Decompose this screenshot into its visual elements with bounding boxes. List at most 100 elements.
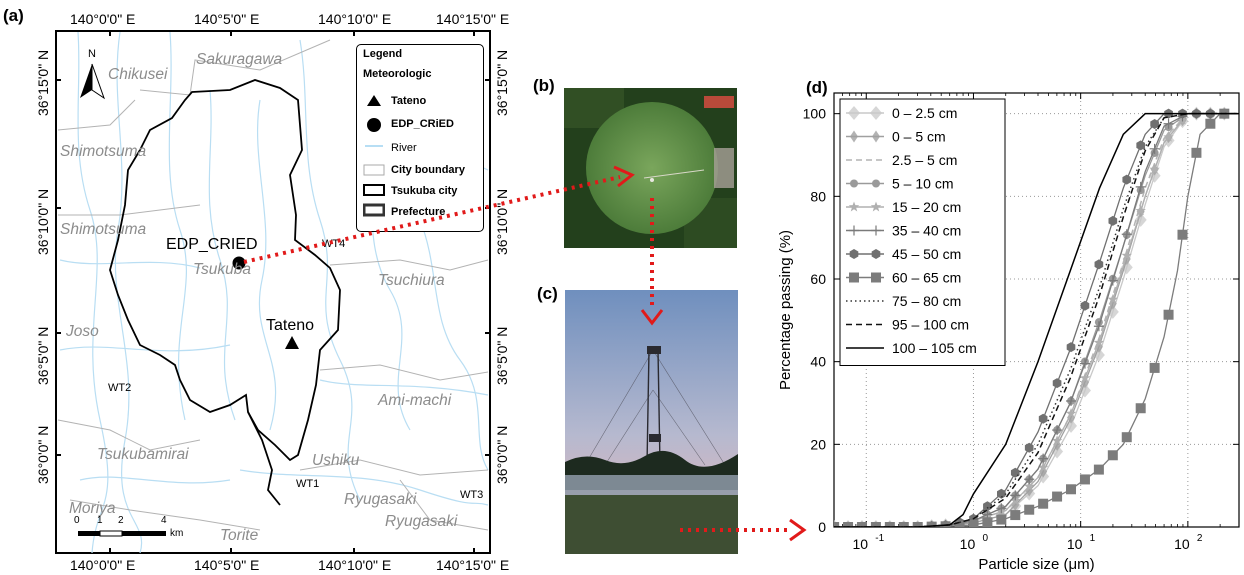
place-label: Ryugasaki bbox=[385, 513, 458, 530]
series-marker bbox=[1038, 453, 1049, 464]
place-label: Ryugasaki bbox=[344, 491, 417, 508]
series-marker bbox=[1066, 484, 1077, 495]
series-marker bbox=[1135, 205, 1146, 216]
series-marker bbox=[1051, 435, 1063, 446]
series-marker bbox=[983, 501, 992, 512]
well-label: WT3 bbox=[460, 489, 484, 501]
x-tick-label: 10 bbox=[1067, 536, 1083, 552]
series-marker bbox=[871, 225, 881, 236]
place-label: Ami-machi bbox=[378, 392, 452, 409]
series-marker bbox=[1093, 321, 1104, 332]
series-marker bbox=[1079, 372, 1091, 383]
legend-item: Prefecture bbox=[391, 206, 446, 218]
legend-entry: 35 – 40 cm bbox=[846, 223, 961, 239]
top-lon-label: 140°5'0" E bbox=[194, 11, 260, 27]
place-label: Tsukuba bbox=[193, 261, 252, 278]
well-label: WT1 bbox=[296, 478, 320, 490]
legend-label: 45 – 50 cm bbox=[892, 246, 961, 262]
place-label: Sakuragawa bbox=[196, 51, 283, 68]
series-marker bbox=[1121, 432, 1132, 443]
series-marker bbox=[1023, 480, 1035, 491]
series-marker bbox=[1106, 304, 1119, 319]
series-marker bbox=[1038, 498, 1049, 509]
series-marker bbox=[1149, 143, 1160, 154]
edp-site-marker bbox=[232, 256, 246, 270]
series-marker bbox=[872, 130, 880, 143]
legend-entry: 5 – 10 cm bbox=[846, 176, 953, 192]
panel-label-d: (d) bbox=[806, 78, 828, 97]
series-marker bbox=[996, 503, 1007, 514]
series-marker bbox=[1093, 464, 1104, 475]
series-marker bbox=[1052, 378, 1062, 389]
tateno-site-label: Tateno bbox=[266, 317, 315, 334]
top-lon-label: 140°0'0" E bbox=[70, 11, 136, 27]
series-marker bbox=[1010, 467, 1020, 478]
panel-label-a: (a) bbox=[3, 6, 24, 25]
series-marker bbox=[870, 522, 881, 527]
series-marker bbox=[1122, 174, 1132, 185]
legend-entry: 95 – 100 cm bbox=[846, 317, 969, 333]
series-marker bbox=[871, 249, 881, 259]
series-marker bbox=[1205, 118, 1216, 129]
series-group bbox=[834, 108, 1239, 527]
city-boundary-icon bbox=[363, 164, 385, 176]
map-legend: Legend Meteorologic Tateno EDP_CRiED Riv… bbox=[356, 44, 484, 232]
legend-title: Legend bbox=[363, 48, 403, 60]
y-axis-label: Percentage passing (%) bbox=[777, 230, 794, 390]
series-marker bbox=[849, 225, 859, 236]
x-tick-label: 10 bbox=[1174, 536, 1190, 552]
legend-label: 95 – 100 cm bbox=[892, 317, 969, 333]
tower-photo-art bbox=[565, 290, 738, 554]
series-marker bbox=[912, 521, 923, 527]
place-label: Shimotsuma bbox=[60, 221, 147, 238]
series-marker bbox=[954, 520, 965, 527]
series-marker bbox=[856, 522, 867, 527]
legend-label: 2.5 – 5 cm bbox=[892, 152, 957, 168]
bottom-lon-label: 140°0'0" E bbox=[70, 557, 136, 573]
legend-section: Meteorologic bbox=[363, 68, 432, 80]
legend-label: 5 – 10 cm bbox=[892, 176, 953, 192]
series-marker bbox=[1135, 181, 1146, 192]
legend-item: River bbox=[391, 142, 417, 154]
series-marker bbox=[884, 522, 895, 527]
place-label: Chikusei bbox=[108, 66, 168, 83]
x-tick-label: 10 bbox=[960, 536, 976, 552]
legend-entry: 15 – 20 cm bbox=[846, 199, 961, 215]
series-marker bbox=[1107, 293, 1119, 304]
legend-label: 15 – 20 cm bbox=[892, 199, 961, 215]
series-marker bbox=[1107, 450, 1118, 461]
series-marker bbox=[1093, 337, 1105, 348]
plot-frame bbox=[833, 92, 1240, 528]
legend-label: 100 – 105 cm bbox=[892, 340, 977, 356]
legend-entry: 100 – 105 cm bbox=[846, 340, 977, 356]
x-tick-exponent: 0 bbox=[982, 533, 988, 544]
triangle-icon bbox=[367, 95, 381, 106]
legend-label: 60 – 65 cm bbox=[892, 270, 961, 286]
well-label: WT2 bbox=[108, 382, 132, 394]
series-marker bbox=[898, 522, 909, 527]
x-tick-exponent: 2 bbox=[1197, 533, 1203, 544]
series-marker bbox=[1065, 418, 1078, 433]
series-marker bbox=[1024, 442, 1034, 453]
series-marker bbox=[1066, 396, 1077, 407]
y-tick-label: 0 bbox=[818, 519, 826, 535]
y-tick-label: 100 bbox=[803, 106, 827, 122]
tower-photo bbox=[565, 290, 738, 554]
legend-entry: 0 – 5 cm bbox=[846, 129, 946, 145]
arrowhead-icon bbox=[613, 165, 807, 542]
place-label: Joso bbox=[66, 323, 99, 340]
legend-item: Tateno bbox=[391, 95, 427, 107]
series-line bbox=[834, 112, 1239, 527]
series-marker bbox=[1052, 491, 1063, 502]
legend-entry: 2.5 – 5 cm bbox=[846, 152, 957, 168]
series-marker bbox=[1149, 163, 1160, 174]
panel-label-b: (b) bbox=[533, 76, 555, 95]
series-marker bbox=[1177, 229, 1188, 240]
scale-tick-label: 1 bbox=[97, 515, 103, 526]
series-marker bbox=[1191, 147, 1202, 158]
top-lon-label: 140°15'0" E bbox=[436, 11, 510, 27]
series-marker bbox=[870, 106, 882, 120]
bottom-lon-label: 140°5'0" E bbox=[194, 557, 260, 573]
legend-item: Tsukuba city bbox=[391, 185, 458, 197]
tsukuba-boundary-icon bbox=[363, 184, 385, 196]
